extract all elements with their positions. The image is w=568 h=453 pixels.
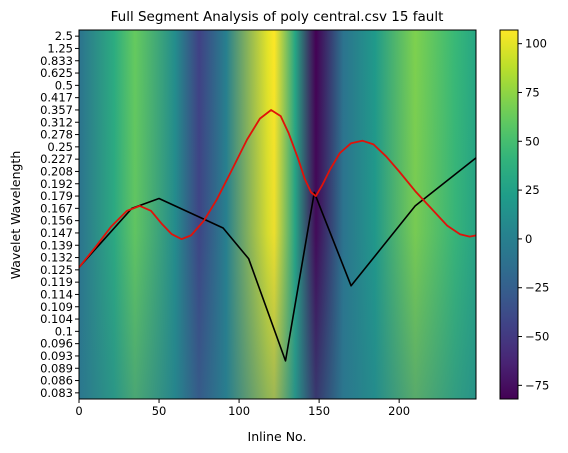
colorbar-tick-label: 75 <box>525 85 540 99</box>
y-tick-label: 0.089 <box>40 361 73 375</box>
series-line-1 <box>79 157 476 362</box>
colorbar-tick-label: −25 <box>525 281 549 295</box>
colorbar-ticks: −75 −50 −25 0 25 50 75 100 <box>518 37 549 392</box>
y-tick-label: 0.227 <box>40 152 73 166</box>
y-tick-label: 0.833 <box>40 54 73 68</box>
y-axis-label: Wavelet Wavelength <box>8 151 23 280</box>
y-tick-label: 0.109 <box>40 300 73 314</box>
y-tick-label: 0.208 <box>40 164 73 178</box>
x-axis-label: Inline No. <box>248 429 307 444</box>
y-axis: 2.51.250.8330.6250.50.4170.3570.3120.278… <box>40 29 79 400</box>
y-tick-label: 0.5 <box>55 78 73 92</box>
y-tick-label: 0.167 <box>40 201 73 215</box>
y-tick-label: 0.083 <box>40 386 73 400</box>
y-tick-label: 0.192 <box>40 177 73 191</box>
colorbar-tick-label: 25 <box>525 183 540 197</box>
y-tick-label: 0.086 <box>40 374 73 388</box>
heatmap-area <box>79 30 476 399</box>
series-layer <box>79 109 476 362</box>
y-tick-label: 0.139 <box>40 238 73 252</box>
colorbar-tick-label: 50 <box>525 134 540 148</box>
x-axis: 0 50 100 150 200 <box>75 399 410 418</box>
y-tick-label: 0.417 <box>40 91 73 105</box>
y-tick-label: 0.125 <box>40 263 73 277</box>
y-tick-label: 0.096 <box>40 337 73 351</box>
y-tick-label: 0.278 <box>40 128 73 142</box>
plot-frame <box>78 29 477 400</box>
x-tick-label: 200 <box>388 404 410 418</box>
colorbar-gradient <box>500 30 518 399</box>
y-tick-label: 0.119 <box>40 275 73 289</box>
heatmap-fade <box>79 30 476 399</box>
colorbar-tick-label: −50 <box>525 330 549 344</box>
y-tick-label: 0.147 <box>40 226 73 240</box>
y-tick-label: 0.132 <box>40 251 73 265</box>
y-tick-label: 0.156 <box>40 214 73 228</box>
y-tick-label: 1.25 <box>47 41 73 55</box>
chart-title: Full Segment Analysis of poly central.cs… <box>111 9 444 25</box>
y-tick-label: 0.357 <box>40 103 73 117</box>
y-tick-label: 0.25 <box>47 140 73 154</box>
x-tick-label: 0 <box>75 404 82 418</box>
y-tick-label: 0.312 <box>40 115 73 129</box>
y-tick-label: 0.1 <box>55 324 73 338</box>
y-tick-label: 0.179 <box>40 189 73 203</box>
colorbar-tick-label: −75 <box>525 378 549 392</box>
colorbar-tick-label: 100 <box>525 37 547 51</box>
y-tick-label: 2.5 <box>55 29 73 43</box>
x-tick-label: 50 <box>152 404 167 418</box>
y-tick-label: 0.093 <box>40 349 73 363</box>
y-tick-label: 0.104 <box>40 312 73 326</box>
colorbar: −75 −50 −25 0 25 50 75 100 <box>499 29 549 400</box>
x-tick-label: 150 <box>308 404 330 418</box>
y-tick-label: 0.114 <box>40 287 73 301</box>
colorbar-frame <box>499 29 519 400</box>
y-tick-label: 0.625 <box>40 66 73 80</box>
series-line-2 <box>79 109 476 268</box>
colorbar-tick-label: 0 <box>525 232 532 246</box>
x-tick-label: 100 <box>228 404 250 418</box>
